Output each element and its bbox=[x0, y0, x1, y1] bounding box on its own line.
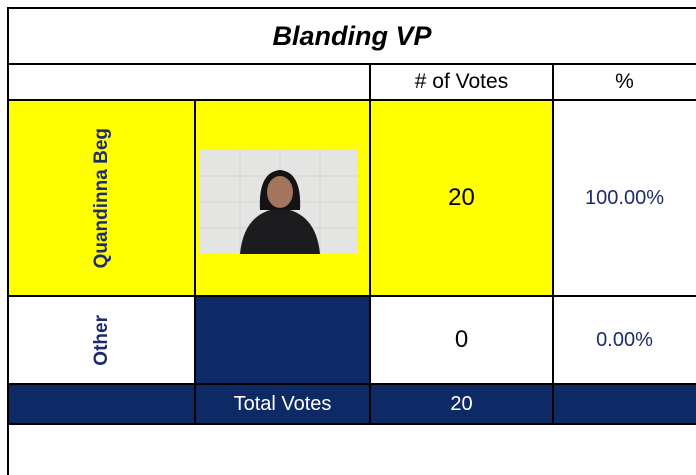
border bbox=[7, 423, 696, 425]
candidate-photo bbox=[200, 150, 358, 254]
votes: 0 bbox=[370, 296, 553, 384]
total-votes: 20 bbox=[370, 384, 553, 424]
border bbox=[7, 7, 9, 475]
border bbox=[369, 63, 371, 425]
candidate-name: Other bbox=[91, 315, 113, 366]
border bbox=[7, 295, 696, 297]
percent-header: % bbox=[553, 64, 696, 100]
candidate-name: Quandinna Beg bbox=[91, 128, 113, 268]
border bbox=[552, 63, 554, 425]
border bbox=[7, 63, 696, 65]
border bbox=[7, 99, 696, 101]
page: Blanding VP # of Votes % Quandinna Beg 2… bbox=[0, 0, 696, 475]
border bbox=[194, 99, 196, 425]
other-photo-cell bbox=[195, 296, 370, 384]
percent: 0.00% bbox=[553, 296, 696, 384]
votes: 20 bbox=[370, 100, 553, 296]
name-cell: Quandinna Beg bbox=[8, 100, 195, 296]
title: Blanding VP bbox=[8, 8, 696, 64]
percent: 100.00% bbox=[553, 100, 696, 296]
name-cell: Other bbox=[8, 296, 195, 384]
votes-header: # of Votes bbox=[370, 64, 553, 100]
total-label: Total Votes bbox=[195, 384, 370, 424]
border bbox=[7, 7, 696, 9]
border bbox=[7, 383, 696, 385]
